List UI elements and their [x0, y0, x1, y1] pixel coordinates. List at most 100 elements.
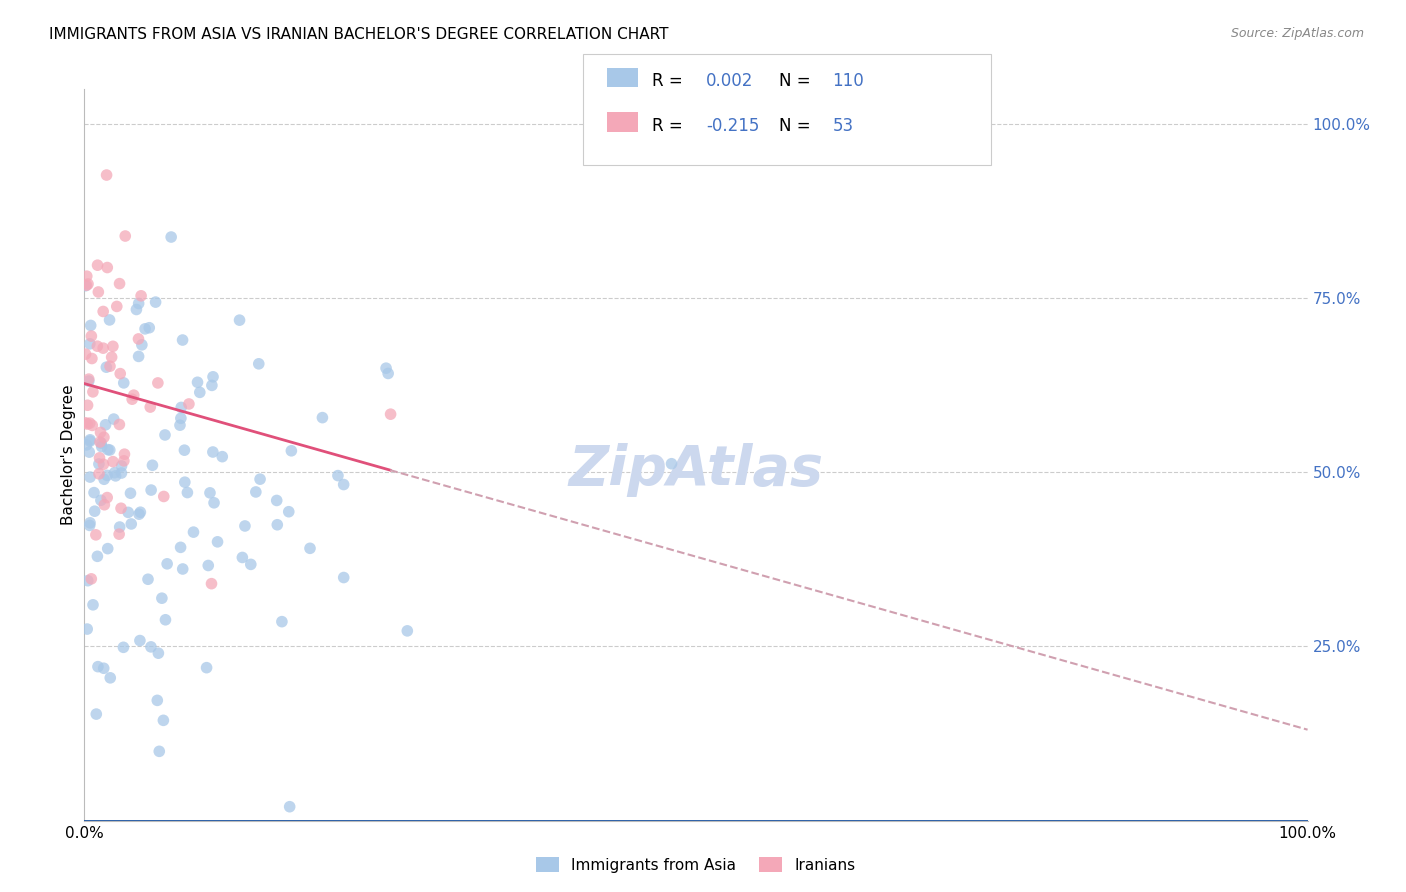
Point [172, 562, 194, 576]
Point [108, 520, 131, 534]
Point [120, 486, 142, 500]
Point [80, 329, 103, 343]
Point [201, 445, 224, 459]
Point [125, 302, 148, 317]
Point [211, 450, 233, 464]
Text: N =: N = [779, 72, 815, 90]
Point [80, 318, 103, 333]
Point [129, 289, 152, 303]
Point [110, 458, 132, 473]
Legend: Immigrants from Asia, Iranians: Immigrants from Asia, Iranians [530, 851, 862, 879]
Point [114, 447, 136, 461]
Point [96, 491, 118, 505]
Point [98, 359, 121, 374]
Point [146, 376, 169, 390]
Point [239, 558, 262, 572]
Point [141, 458, 163, 473]
Point [186, 376, 208, 390]
Point [228, 313, 250, 327]
Point [129, 633, 152, 648]
Point [108, 277, 131, 291]
Point [298, 541, 321, 556]
Text: R =: R = [652, 72, 689, 90]
Point [86, 258, 108, 272]
Point [93, 472, 115, 486]
Point [93, 457, 115, 471]
Point [79, 433, 101, 447]
Point [96, 468, 118, 483]
Point [266, 493, 288, 508]
Point [108, 527, 131, 541]
Point [247, 357, 270, 371]
Point [91, 304, 114, 318]
Point [170, 401, 193, 415]
Text: 0.002: 0.002 [706, 72, 754, 90]
Text: N =: N = [779, 117, 815, 135]
Point [112, 454, 135, 468]
Point [131, 338, 153, 352]
Point [136, 572, 159, 586]
Text: 110: 110 [832, 72, 865, 90]
Point [104, 468, 127, 483]
Point [75, 416, 97, 430]
Point [128, 350, 150, 364]
Point [128, 296, 150, 310]
Point [76, 278, 98, 293]
Text: ZipAtlas: ZipAtlas [568, 442, 824, 497]
Point [93, 661, 115, 675]
Point [76, 438, 98, 452]
Point [249, 472, 271, 486]
Point [139, 483, 162, 497]
Point [86, 549, 108, 564]
Point [202, 496, 225, 510]
Point [177, 397, 200, 411]
Point [97, 442, 120, 457]
Point [82, 384, 104, 399]
Point [202, 369, 225, 384]
Point [375, 361, 398, 376]
Point [96, 360, 118, 375]
Point [129, 505, 152, 519]
Text: 53: 53 [832, 117, 853, 135]
Point [377, 367, 399, 381]
Point [122, 388, 145, 402]
Point [79, 470, 101, 484]
Point [183, 525, 205, 540]
Point [98, 443, 121, 458]
Point [148, 744, 170, 758]
Point [79, 518, 101, 533]
Point [138, 320, 160, 334]
Point [661, 457, 683, 471]
Point [198, 486, 221, 500]
Point [169, 541, 191, 555]
Point [90, 440, 112, 454]
Point [172, 333, 194, 347]
Point [76, 417, 98, 431]
Point [108, 417, 131, 432]
Point [87, 467, 110, 481]
Point [160, 230, 183, 244]
Point [280, 443, 302, 458]
Point [201, 378, 224, 392]
Point [332, 570, 354, 584]
Point [170, 411, 193, 425]
Point [101, 455, 124, 469]
Point [98, 313, 121, 327]
Point [245, 485, 267, 500]
Point [76, 574, 98, 588]
Point [79, 516, 101, 530]
Point [83, 485, 105, 500]
Point [76, 398, 98, 412]
Point [117, 505, 139, 519]
Point [77, 277, 100, 291]
Point [87, 457, 110, 471]
Point [98, 671, 121, 685]
Point [121, 392, 143, 407]
Point [148, 646, 170, 660]
Point [380, 407, 402, 421]
Point [87, 659, 110, 673]
Point [139, 400, 162, 414]
Point [155, 613, 177, 627]
Point [110, 466, 132, 480]
Point [110, 501, 132, 516]
